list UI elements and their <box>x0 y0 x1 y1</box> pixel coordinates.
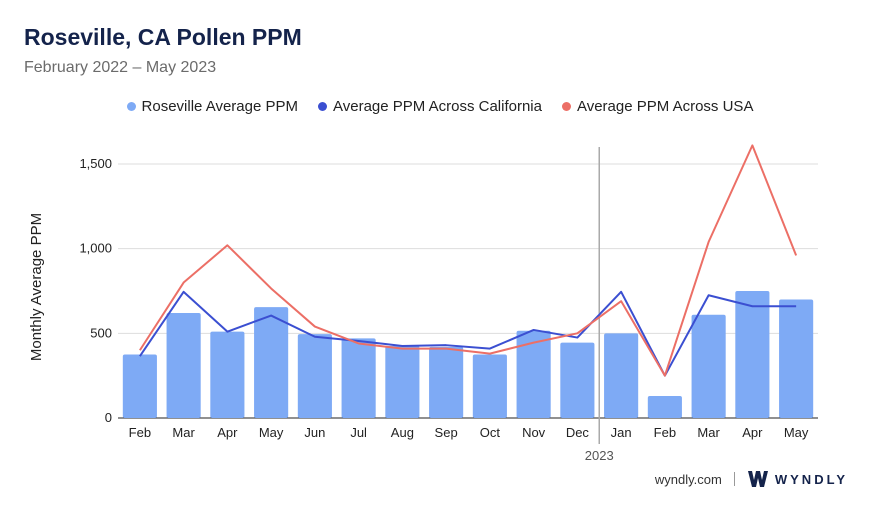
x-tick-label: Feb <box>129 425 151 440</box>
x-tick-label: May <box>259 425 284 440</box>
brand-name: WYNDLY <box>774 471 848 487</box>
bar-roseville <box>385 346 420 418</box>
x-tick-label: Jul <box>350 425 367 440</box>
bar-roseville <box>516 330 551 418</box>
y-tick-label: 1,500 <box>79 156 112 171</box>
bar-roseville <box>122 354 157 418</box>
line-usa <box>139 144 798 377</box>
x-tick-label: Apr <box>217 425 238 440</box>
line-california <box>139 290 797 377</box>
year-label: 2023 <box>585 448 614 463</box>
bar-roseville <box>604 333 639 418</box>
legend-item-roseville: Roseville Average PPM <box>126 98 298 115</box>
bar-roseville <box>472 354 507 418</box>
x-tick-label: May <box>784 425 809 440</box>
x-tick-label: Mar <box>172 425 195 440</box>
bar-roseville <box>297 334 332 418</box>
x-tick-label: Nov <box>522 425 546 440</box>
footer: wyndly.com WYNDLY <box>655 470 848 488</box>
x-tick-label: Dec <box>566 425 590 440</box>
wyndly-logo-icon <box>747 471 768 487</box>
bar-roseville <box>429 346 464 418</box>
bar-roseville <box>779 299 814 418</box>
y-axis-label: Monthly Average PPM <box>28 213 45 361</box>
chart-subtitle: February 2022 – May 2023 <box>24 59 217 76</box>
y-tick-label: 1,000 <box>79 241 112 256</box>
x-tick-label: Sep <box>435 425 458 440</box>
bar-roseville <box>341 338 376 418</box>
x-tick-label: Jun <box>304 425 325 440</box>
footer-site: wyndly.com <box>654 471 722 487</box>
y-tick-label: 500 <box>90 325 112 340</box>
bar-roseville <box>210 331 245 418</box>
legend-dot-roseville <box>126 102 136 111</box>
bar-roseville <box>560 342 595 418</box>
legend-item-california: Average PPM Across California <box>318 98 542 115</box>
legend-dot-california <box>318 102 327 111</box>
legend-label-roseville: Roseville Average PPM <box>141 98 298 115</box>
x-tick-label: Jan <box>611 425 632 440</box>
legend: Roseville Average PPM Average PPM Across… <box>0 98 880 115</box>
x-tick-label: Oct <box>480 425 501 440</box>
y-tick-label: 0 <box>105 410 112 425</box>
legend-item-usa: Average PPM Across USA <box>561 98 754 115</box>
bar-roseville <box>166 313 201 418</box>
x-tick-label: Apr <box>742 425 763 440</box>
legend-label-usa: Average PPM Across USA <box>576 98 754 115</box>
x-tick-label: Mar <box>697 425 720 440</box>
bar-roseville <box>647 395 682 418</box>
pollen-chart: 0 500 1,000 1,500 Monthly Average PPM Feb Mar A… <box>28 144 818 463</box>
brand-logo: WYNDLY <box>747 470 848 488</box>
bar-roseville <box>735 291 770 418</box>
legend-dot-usa <box>561 102 571 111</box>
chart-title: Roseville, CA Pollen PPM <box>24 24 302 50</box>
bar-roseville <box>691 314 726 418</box>
x-tick-label: Aug <box>391 425 414 440</box>
bar-roseville <box>254 307 289 418</box>
x-tick-label: Feb <box>654 425 676 440</box>
legend-label-california: Average PPM Across California <box>333 98 542 115</box>
footer-separator <box>733 472 735 486</box>
